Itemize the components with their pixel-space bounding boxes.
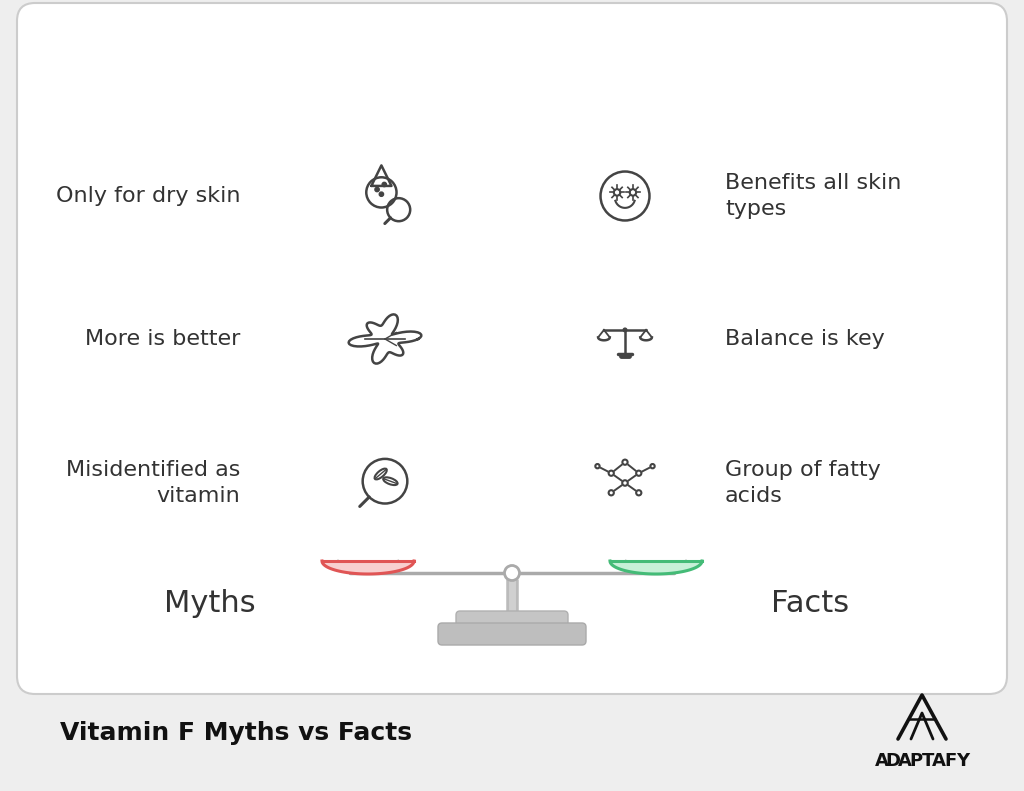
Circle shape bbox=[636, 490, 641, 495]
Text: More is better: More is better bbox=[85, 329, 240, 349]
Text: T: T bbox=[922, 752, 934, 770]
Text: A: A bbox=[932, 752, 946, 770]
Circle shape bbox=[624, 328, 627, 331]
Text: Misidentified as
vitamin: Misidentified as vitamin bbox=[66, 460, 240, 506]
Circle shape bbox=[608, 471, 613, 476]
Text: Group of fatty
acids: Group of fatty acids bbox=[725, 460, 881, 506]
Text: Balance is key: Balance is key bbox=[725, 329, 885, 349]
Circle shape bbox=[623, 460, 628, 465]
Circle shape bbox=[595, 464, 600, 468]
FancyBboxPatch shape bbox=[456, 611, 568, 632]
Text: D: D bbox=[886, 752, 901, 770]
Circle shape bbox=[650, 464, 654, 468]
Polygon shape bbox=[322, 561, 414, 574]
Text: A: A bbox=[898, 752, 911, 770]
Circle shape bbox=[623, 480, 628, 486]
Text: Benefits all skin
types: Benefits all skin types bbox=[725, 172, 901, 219]
Circle shape bbox=[382, 182, 386, 187]
Polygon shape bbox=[610, 561, 702, 574]
Text: Vitamin F Myths vs Facts: Vitamin F Myths vs Facts bbox=[60, 721, 412, 745]
Circle shape bbox=[636, 471, 641, 476]
Text: Facts: Facts bbox=[771, 589, 849, 618]
Text: P: P bbox=[909, 752, 923, 770]
FancyBboxPatch shape bbox=[438, 623, 586, 645]
FancyBboxPatch shape bbox=[17, 3, 1007, 694]
Circle shape bbox=[505, 566, 519, 581]
Circle shape bbox=[608, 490, 613, 495]
Circle shape bbox=[379, 192, 384, 196]
Text: F: F bbox=[944, 752, 956, 770]
Text: Y: Y bbox=[955, 752, 969, 770]
Circle shape bbox=[375, 187, 379, 191]
Text: A: A bbox=[874, 752, 889, 770]
Text: Myths: Myths bbox=[164, 589, 256, 618]
Text: Only for dry skin: Only for dry skin bbox=[55, 186, 240, 206]
